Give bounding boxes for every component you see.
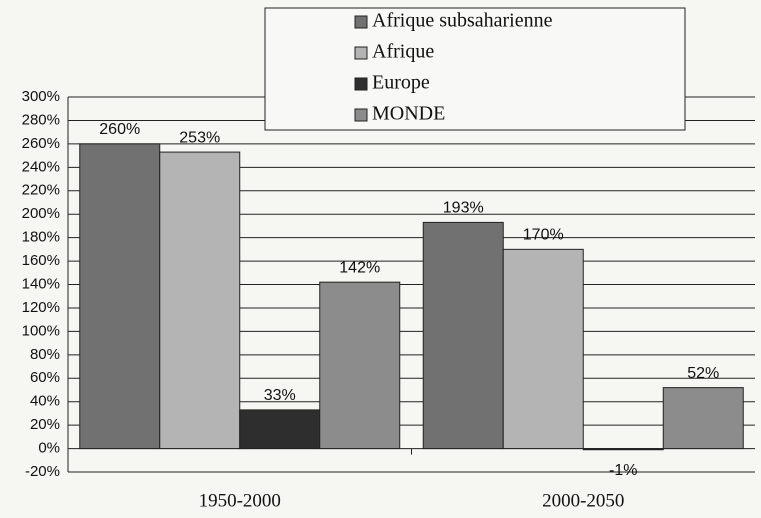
legend-swatch bbox=[354, 46, 368, 60]
data-label: 142% bbox=[339, 259, 380, 276]
legend-swatch bbox=[354, 15, 368, 29]
y-tick-label: 240% bbox=[22, 158, 60, 175]
bar bbox=[502, 248, 584, 450]
bar bbox=[319, 281, 401, 450]
bar bbox=[239, 409, 321, 450]
y-tick-label: 200% bbox=[22, 205, 60, 222]
legend-label: Europe bbox=[372, 72, 430, 94]
y-tick-label: 280% bbox=[22, 111, 60, 128]
data-label: 170% bbox=[523, 227, 564, 244]
data-label: 253% bbox=[179, 129, 220, 146]
y-tick-label: 80% bbox=[30, 346, 60, 363]
data-label: 260% bbox=[99, 121, 140, 138]
y-tick-label: 60% bbox=[30, 369, 60, 386]
y-tick-label: 260% bbox=[22, 135, 60, 152]
legend-swatch bbox=[354, 77, 368, 91]
y-tick-label: 100% bbox=[22, 322, 60, 339]
x-tick-label: 2000-2050 bbox=[542, 490, 624, 511]
y-tick-label: 300% bbox=[22, 88, 60, 105]
y-tick-label: 20% bbox=[30, 416, 60, 433]
y-tick-label: 40% bbox=[30, 393, 60, 410]
y-tick-label: 120% bbox=[22, 299, 60, 316]
bar bbox=[159, 151, 241, 450]
y-tick-label: 140% bbox=[22, 275, 60, 292]
bar bbox=[79, 143, 161, 450]
legend-swatch bbox=[354, 108, 368, 122]
bar bbox=[582, 448, 664, 451]
y-tick-label: -20% bbox=[25, 463, 60, 480]
legend-label: Afrique subsaharienne bbox=[372, 10, 553, 32]
bar bbox=[422, 221, 504, 450]
legend-label: Afrique bbox=[372, 41, 434, 63]
data-label: 33% bbox=[264, 387, 296, 404]
data-label: -1% bbox=[609, 462, 637, 479]
x-tick-label: 1950-2000 bbox=[199, 490, 281, 511]
data-label: 52% bbox=[687, 365, 719, 382]
bar bbox=[662, 387, 744, 450]
legend-box bbox=[264, 7, 686, 131]
y-tick-label: 180% bbox=[22, 229, 60, 246]
data-label: 193% bbox=[443, 200, 484, 217]
y-tick-label: 160% bbox=[22, 252, 60, 269]
y-tick-label: 220% bbox=[22, 182, 60, 199]
legend-label: MONDE bbox=[372, 103, 445, 125]
y-tick-label: 0% bbox=[38, 440, 60, 457]
